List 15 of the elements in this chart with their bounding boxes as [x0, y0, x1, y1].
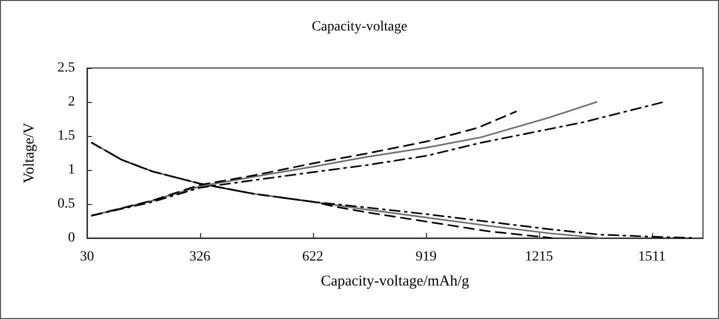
- y-tick-label: 2: [68, 94, 75, 110]
- x-tick-label: 326: [189, 250, 210, 264]
- x-axis-title: Capacity-voltage/mAh/g: [320, 274, 470, 290]
- y-tick-label: 0: [68, 230, 75, 246]
- y-tick-label: 1.5: [58, 128, 75, 144]
- y-tick-label: 1: [68, 162, 75, 178]
- chart-title: Capacity-voltage: [312, 20, 408, 34]
- x-tick-label: 919: [416, 250, 437, 264]
- y-tick-label: 0.5: [58, 196, 75, 212]
- y-axis-title: Voltage/V: [22, 122, 38, 184]
- x-tick-label: 1215: [524, 250, 553, 264]
- x-tick-label: 622: [302, 250, 324, 264]
- x-tick-label: 1511: [638, 250, 666, 264]
- y-tick-label: 2.5: [58, 60, 75, 76]
- x-tick-label: 30: [80, 250, 94, 264]
